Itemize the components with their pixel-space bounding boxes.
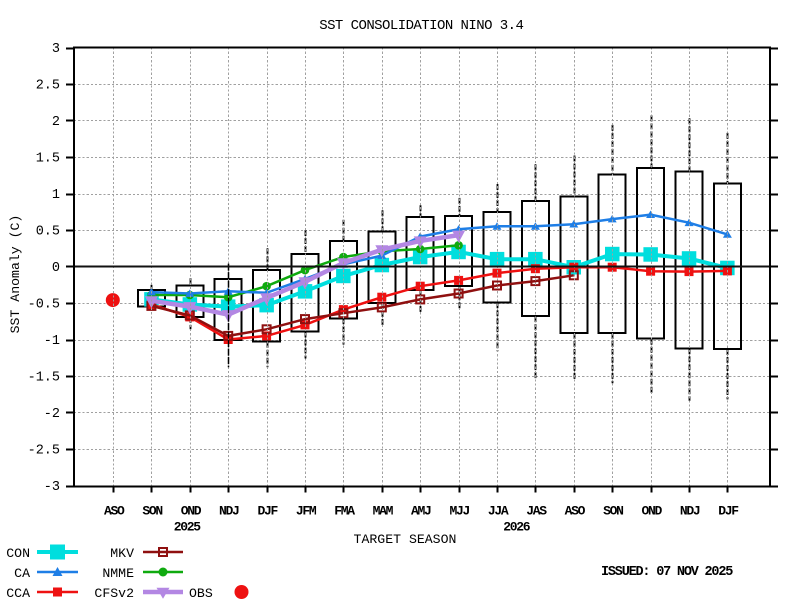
svg-text:1: 1 bbox=[52, 188, 60, 203]
svg-text:SST CONSOLIDATION NINO 3.4: SST CONSOLIDATION NINO 3.4 bbox=[319, 18, 523, 34]
svg-text:OBS: OBS bbox=[189, 586, 213, 600]
svg-text:MAM: MAM bbox=[373, 504, 394, 519]
svg-text:2026: 2026 bbox=[503, 520, 531, 535]
svg-text:TARGET SEASON: TARGET SEASON bbox=[354, 532, 457, 547]
svg-text:ASO: ASO bbox=[104, 504, 125, 519]
svg-text:CA: CA bbox=[14, 566, 30, 581]
svg-text:SON: SON bbox=[142, 504, 162, 519]
svg-text:CON: CON bbox=[6, 546, 30, 561]
svg-text:NMME: NMME bbox=[102, 566, 134, 581]
svg-text:FMA: FMA bbox=[334, 504, 355, 519]
svg-text:ASO: ASO bbox=[565, 504, 586, 519]
svg-text:-1.5: -1.5 bbox=[28, 371, 60, 386]
svg-text:0: 0 bbox=[52, 261, 60, 276]
svg-text:DJF: DJF bbox=[718, 504, 739, 519]
svg-text:JAS: JAS bbox=[526, 504, 547, 519]
svg-text:2025: 2025 bbox=[174, 520, 202, 535]
svg-text:DJF: DJF bbox=[257, 504, 278, 519]
svg-text:2.5: 2.5 bbox=[36, 79, 60, 94]
svg-text:1.5: 1.5 bbox=[36, 152, 60, 167]
svg-text:-3: -3 bbox=[44, 480, 60, 495]
svg-text:-2: -2 bbox=[44, 407, 60, 422]
svg-text:AMJ: AMJ bbox=[411, 504, 431, 519]
svg-text:OND: OND bbox=[181, 504, 202, 519]
svg-text:-2.5: -2.5 bbox=[28, 444, 60, 459]
svg-text:JFM: JFM bbox=[296, 504, 317, 519]
svg-text:-1: -1 bbox=[44, 334, 60, 349]
svg-text:ISSUED: 07 NOV 2025: ISSUED: 07 NOV 2025 bbox=[601, 565, 733, 580]
svg-text:CFSv2: CFSv2 bbox=[94, 586, 134, 600]
svg-text:0.5: 0.5 bbox=[36, 225, 60, 240]
svg-text:2: 2 bbox=[52, 115, 60, 130]
svg-text:NDJ: NDJ bbox=[680, 504, 700, 519]
svg-text:3: 3 bbox=[52, 42, 60, 57]
svg-text:NDJ: NDJ bbox=[219, 504, 239, 519]
svg-text:OND: OND bbox=[641, 504, 662, 519]
svg-text:CCA: CCA bbox=[6, 586, 30, 600]
svg-text:MJJ: MJJ bbox=[449, 504, 469, 519]
svg-text:JJA: JJA bbox=[488, 504, 509, 519]
svg-text:SST Anomaly (C): SST Anomaly (C) bbox=[8, 215, 23, 334]
svg-text:MKV: MKV bbox=[110, 546, 134, 561]
svg-text:-0.5: -0.5 bbox=[28, 298, 60, 313]
svg-text:SON: SON bbox=[603, 504, 623, 519]
